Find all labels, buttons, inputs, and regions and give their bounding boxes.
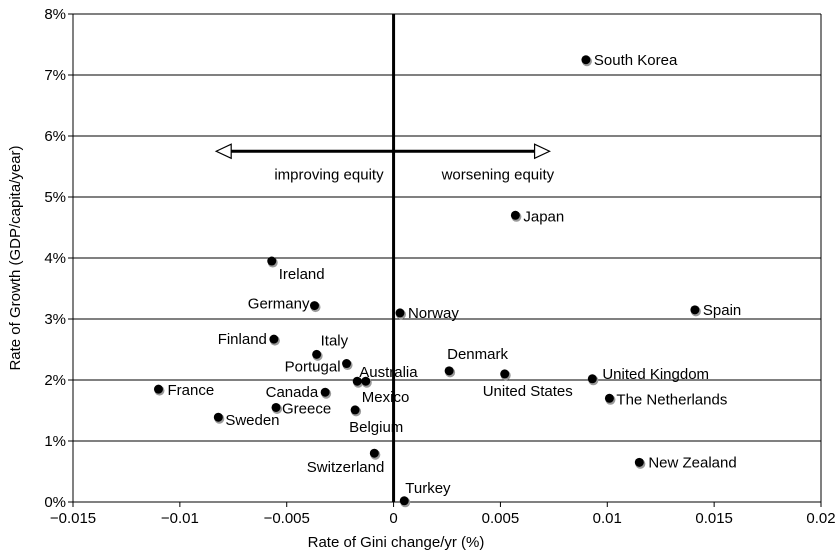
data-point — [690, 305, 700, 315]
point-label: Greece — [282, 400, 331, 417]
point-label: Belgium — [349, 419, 403, 436]
y-tick-label: 0% — [44, 494, 66, 511]
data-point — [213, 412, 223, 422]
data-point — [587, 374, 597, 384]
arrow-head-right — [533, 143, 552, 160]
point-label: Italy — [321, 332, 349, 349]
data-point — [352, 376, 362, 386]
equity-annotation: improving equity worsening equity — [214, 143, 555, 183]
data-points — [153, 55, 701, 508]
point-label: France — [167, 382, 214, 399]
point-label: New Zealand — [648, 454, 736, 471]
point-label: United Kingdom — [602, 366, 709, 383]
x-tick-label: −0.01 — [161, 510, 199, 527]
y-tick-label: 7% — [44, 67, 66, 84]
data-point — [267, 256, 277, 266]
data-point — [444, 366, 454, 376]
point-labels: South Korea Japan Ireland Germany Norway Spai… — [167, 52, 741, 497]
point-label: Switzerland — [307, 459, 385, 476]
point-label: Mexico — [362, 389, 410, 406]
x-tick-label: 0.02 — [806, 510, 835, 527]
point-label: Germany — [248, 296, 310, 313]
data-point — [361, 376, 371, 386]
data-point — [369, 448, 379, 458]
point-label: Turkey — [405, 480, 451, 497]
tick-labels: −0.015 −0.01 −0.005 0 0.005 0.01 0.015 0.02 0% 1%… — [44, 6, 835, 527]
data-point — [312, 349, 322, 359]
y-tick-label: 3% — [44, 311, 66, 328]
x-tick-label: 0 — [389, 510, 397, 527]
point-label: Spain — [703, 302, 741, 319]
y-tick-label: 2% — [44, 372, 66, 389]
data-point — [320, 387, 330, 397]
gridlines — [73, 13, 821, 442]
y-tick-label: 6% — [44, 128, 66, 145]
data-point — [342, 359, 352, 369]
data-point — [581, 55, 591, 65]
data-point — [510, 210, 520, 220]
point-label: Australia — [359, 364, 418, 381]
data-point — [269, 334, 279, 344]
improving-equity-label: improving equity — [274, 166, 384, 183]
y-axis-title: Rate of Growth (GDP/capita/year) — [7, 145, 24, 370]
worsening-equity-label: worsening equity — [441, 166, 555, 183]
point-label: Norway — [408, 305, 459, 322]
x-axis-title: Rate of Gini change/yr (%) — [308, 534, 485, 551]
point-label: Denmark — [447, 346, 508, 363]
point-label: Japan — [523, 208, 564, 225]
point-label: Sweden — [225, 412, 279, 429]
y-tick-label: 5% — [44, 189, 66, 206]
data-point — [604, 393, 614, 403]
point-label: Portugal — [285, 359, 341, 376]
data-point — [634, 457, 644, 467]
x-tick-label: −0.015 — [50, 510, 96, 527]
data-point — [271, 402, 281, 412]
x-tick-label: 0.005 — [482, 510, 520, 527]
point-label: South Korea — [594, 52, 678, 69]
arrow-head-left — [214, 143, 232, 160]
data-point — [500, 369, 510, 379]
point-label: Ireland — [279, 266, 325, 283]
data-point — [350, 405, 360, 415]
data-point — [399, 496, 409, 506]
y-tick-label: 8% — [44, 6, 66, 23]
data-point — [153, 384, 163, 394]
x-tick-label: −0.005 — [264, 510, 310, 527]
x-tick-label: 0.01 — [593, 510, 622, 527]
point-label: Canada — [266, 384, 319, 401]
y-tick-label: 4% — [44, 250, 66, 267]
point-label: United States — [483, 383, 573, 400]
x-tick-label: 0.015 — [695, 510, 733, 527]
point-label: The Netherlands — [616, 391, 727, 408]
point-label: Finland — [218, 331, 267, 348]
y-tick-label: 1% — [44, 433, 66, 450]
data-point — [395, 308, 405, 318]
data-point — [309, 301, 319, 311]
